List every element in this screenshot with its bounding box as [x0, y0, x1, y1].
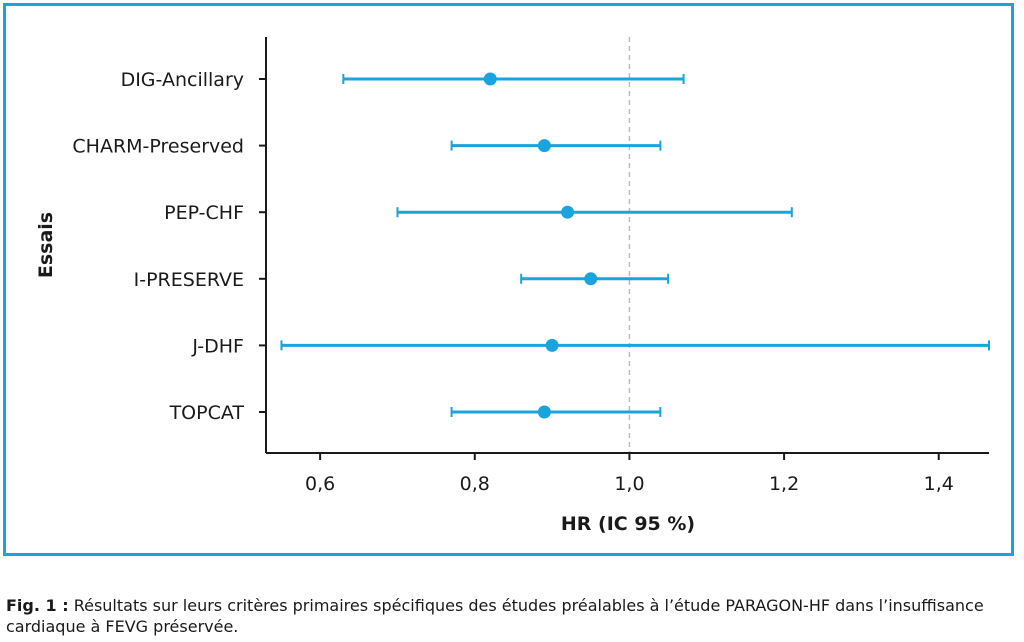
- hr-point: [561, 205, 575, 219]
- category-label: PEP-CHF: [164, 202, 244, 224]
- x-tick-label: 1,4: [924, 473, 954, 495]
- y-axis-title: Essais: [35, 212, 57, 278]
- hr-point: [545, 338, 559, 352]
- category-label: I-PRESERVE: [134, 269, 244, 291]
- x-tick-label: 1,2: [769, 473, 799, 495]
- figure-frame: [3, 3, 1014, 556]
- hr-point: [537, 139, 551, 153]
- caption-lead: Fig. 1 :: [6, 596, 69, 615]
- x-tick-label: 1,0: [614, 473, 644, 495]
- figure-caption: Fig. 1 : Résultats sur leurs critères pr…: [6, 595, 1022, 637]
- category-label: CHARM-Preserved: [72, 136, 244, 158]
- forest-plot: 0,6 0,8 1,0 1,2 1,4 DIG-Ancillary CHARM-Prese…: [35, 37, 990, 535]
- category-label: J-DHF: [191, 335, 244, 357]
- hr-point: [483, 72, 497, 86]
- x-axis-title: HR (IC 95 %): [561, 513, 695, 535]
- x-tick-label: 0,8: [460, 473, 490, 495]
- category-label: TOPCAT: [169, 402, 245, 424]
- x-tick-label: 0,6: [305, 473, 335, 495]
- category-label: DIG-Ancillary: [121, 69, 244, 91]
- caption-text: Résultats sur leurs critères primaires s…: [6, 596, 984, 636]
- hr-point: [584, 272, 598, 286]
- hr-point: [537, 405, 551, 419]
